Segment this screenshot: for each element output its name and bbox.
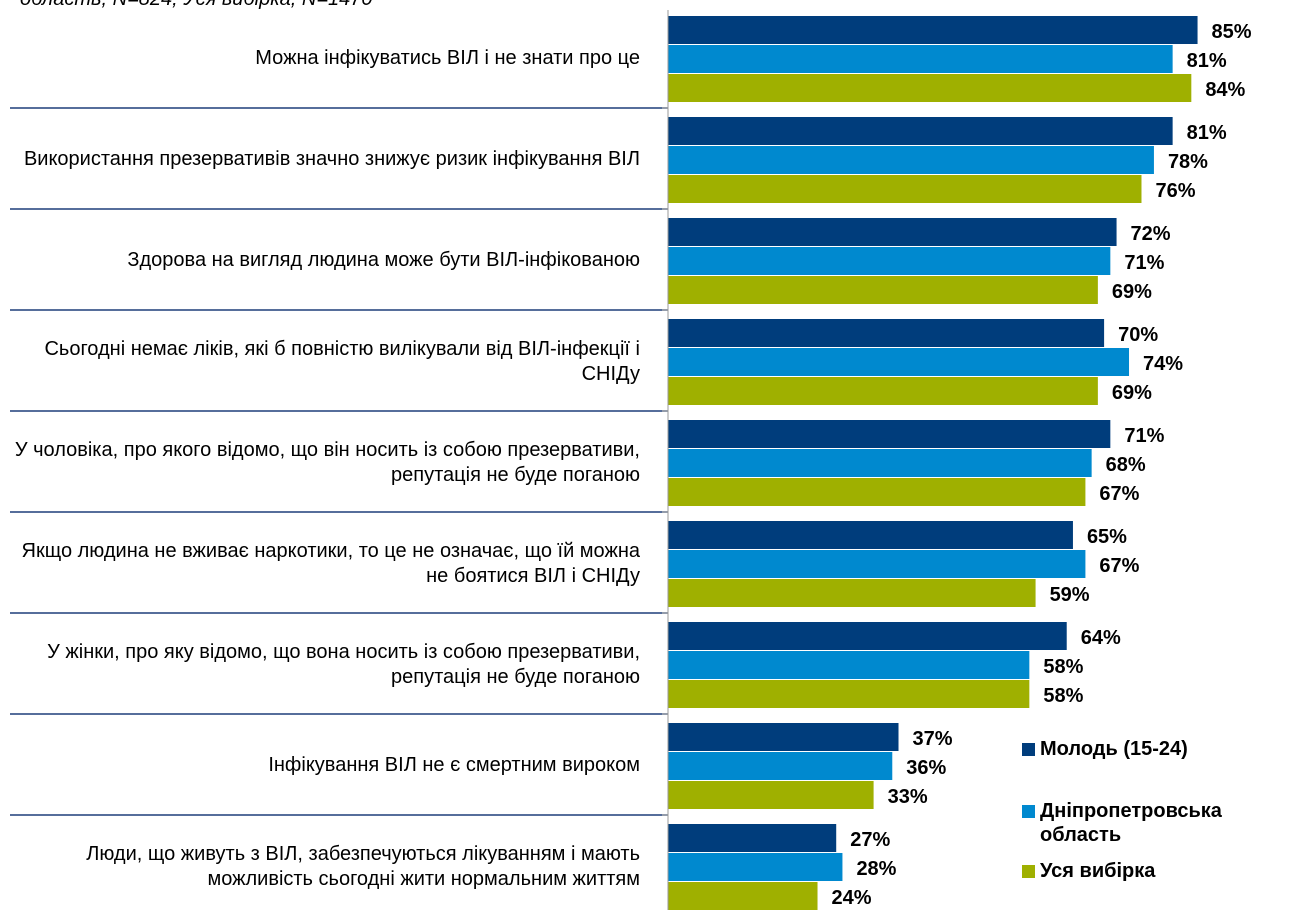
bar: [668, 550, 1086, 578]
value-label: 28%: [856, 858, 896, 880]
value-label: 69%: [1112, 281, 1152, 303]
subtitle: область, N=824; Уся вибірка, N=1470: [20, 0, 373, 11]
legend-swatch: [1022, 743, 1035, 756]
category-label: Сьогодні немає ліків, які б повністю вил…: [44, 337, 640, 385]
bar: [668, 622, 1067, 650]
value-label: 58%: [1043, 656, 1083, 678]
value-label: 78%: [1168, 151, 1208, 173]
value-label: 27%: [850, 829, 890, 851]
bar: [668, 276, 1098, 304]
bar: [668, 319, 1105, 347]
bar: [668, 723, 899, 751]
category-label: У чоловіка, про якого відомо, що він нос…: [14, 438, 640, 486]
bar: [668, 146, 1154, 174]
value-label: 70%: [1118, 324, 1158, 346]
bar: [668, 247, 1111, 275]
bar: [668, 579, 1036, 607]
bar: [668, 377, 1098, 405]
category-label: У жінки, про яку відомо, що вона носить …: [47, 640, 640, 688]
bar: [668, 348, 1130, 376]
value-label: 72%: [1131, 223, 1171, 245]
value-label: 81%: [1187, 50, 1227, 72]
value-label: 71%: [1124, 252, 1164, 274]
bar: [668, 449, 1092, 477]
value-label: 84%: [1205, 79, 1245, 101]
legend-item: Дніпропетровська область: [1022, 799, 1282, 847]
value-label: 69%: [1112, 382, 1152, 404]
legend-swatch: [1022, 805, 1035, 818]
value-label: 67%: [1099, 555, 1139, 577]
value-label: 81%: [1187, 122, 1227, 144]
value-label: 58%: [1043, 685, 1083, 707]
bar: [668, 175, 1142, 203]
bar: [668, 74, 1192, 102]
legend-label: Дніпропетровська область: [1040, 800, 1222, 846]
value-label: 68%: [1106, 454, 1146, 476]
bar: [668, 781, 874, 809]
legend-label: Уся вибірка: [1040, 860, 1156, 882]
bar: [668, 218, 1117, 246]
bar: [668, 521, 1073, 549]
bar: [668, 651, 1030, 679]
value-label: 65%: [1087, 526, 1127, 548]
value-label: 37%: [913, 728, 953, 750]
legend-item: Уся вибірка: [1022, 859, 1282, 883]
category-label: Якщо людина не вживає наркотики, то це н…: [21, 539, 640, 587]
value-label: 59%: [1050, 584, 1090, 606]
bar: [668, 824, 837, 852]
bar: [668, 420, 1111, 448]
value-label: 64%: [1081, 627, 1121, 649]
value-label: 74%: [1143, 353, 1183, 375]
value-label: 71%: [1124, 425, 1164, 447]
bar: [668, 478, 1086, 506]
bar: [668, 16, 1198, 44]
value-label: 36%: [906, 757, 946, 779]
value-label: 67%: [1099, 483, 1139, 505]
legend-item: Молодь (15-24): [1022, 737, 1282, 761]
category-label: Люди, що живуть з ВІЛ, забезпечуються лі…: [86, 842, 640, 890]
bar: [668, 882, 818, 910]
value-label: 24%: [832, 887, 872, 909]
bar: [668, 680, 1030, 708]
bar: [668, 117, 1173, 145]
legend-swatch: [1022, 865, 1035, 878]
category-label: Здорова на вигляд людина може бути ВІЛ-і…: [127, 249, 640, 271]
bar: [668, 45, 1173, 73]
category-label: Використання презервативів значно знижує…: [23, 148, 640, 170]
value-label: 85%: [1212, 21, 1252, 43]
category-label: Інфікування ВІЛ не є смертним вироком: [268, 754, 640, 776]
category-label: Можна інфікуватись ВІЛ і не знати про це: [255, 47, 640, 69]
value-label: 33%: [888, 786, 928, 808]
legend-label: Молодь (15-24): [1040, 738, 1188, 760]
value-label: 76%: [1155, 180, 1195, 202]
bar: [668, 853, 843, 881]
bar: [668, 752, 893, 780]
